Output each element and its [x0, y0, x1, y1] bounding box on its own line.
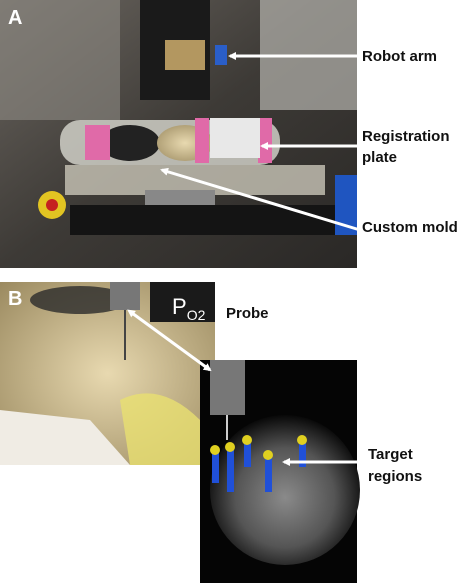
photo-b2 [200, 360, 360, 583]
annotation: Probe [226, 305, 269, 322]
po2-symbol: P [172, 294, 187, 319]
po2-label: PO2 [172, 294, 206, 323]
annotation: Robot arm [362, 48, 437, 65]
annotation: Custom mold [362, 219, 458, 236]
annotation: regions [368, 468, 422, 485]
panel-label: B [8, 288, 22, 310]
po2-subscript: O2 [187, 307, 206, 323]
annotation: plate [362, 149, 397, 166]
photo-a [0, 0, 357, 268]
annotation: Target [368, 446, 413, 463]
panel-label: A [8, 7, 22, 29]
annotation: Registration [362, 128, 450, 145]
photo-b1 [0, 282, 215, 465]
arrow [160, 167, 361, 232]
arrow [127, 309, 212, 372]
